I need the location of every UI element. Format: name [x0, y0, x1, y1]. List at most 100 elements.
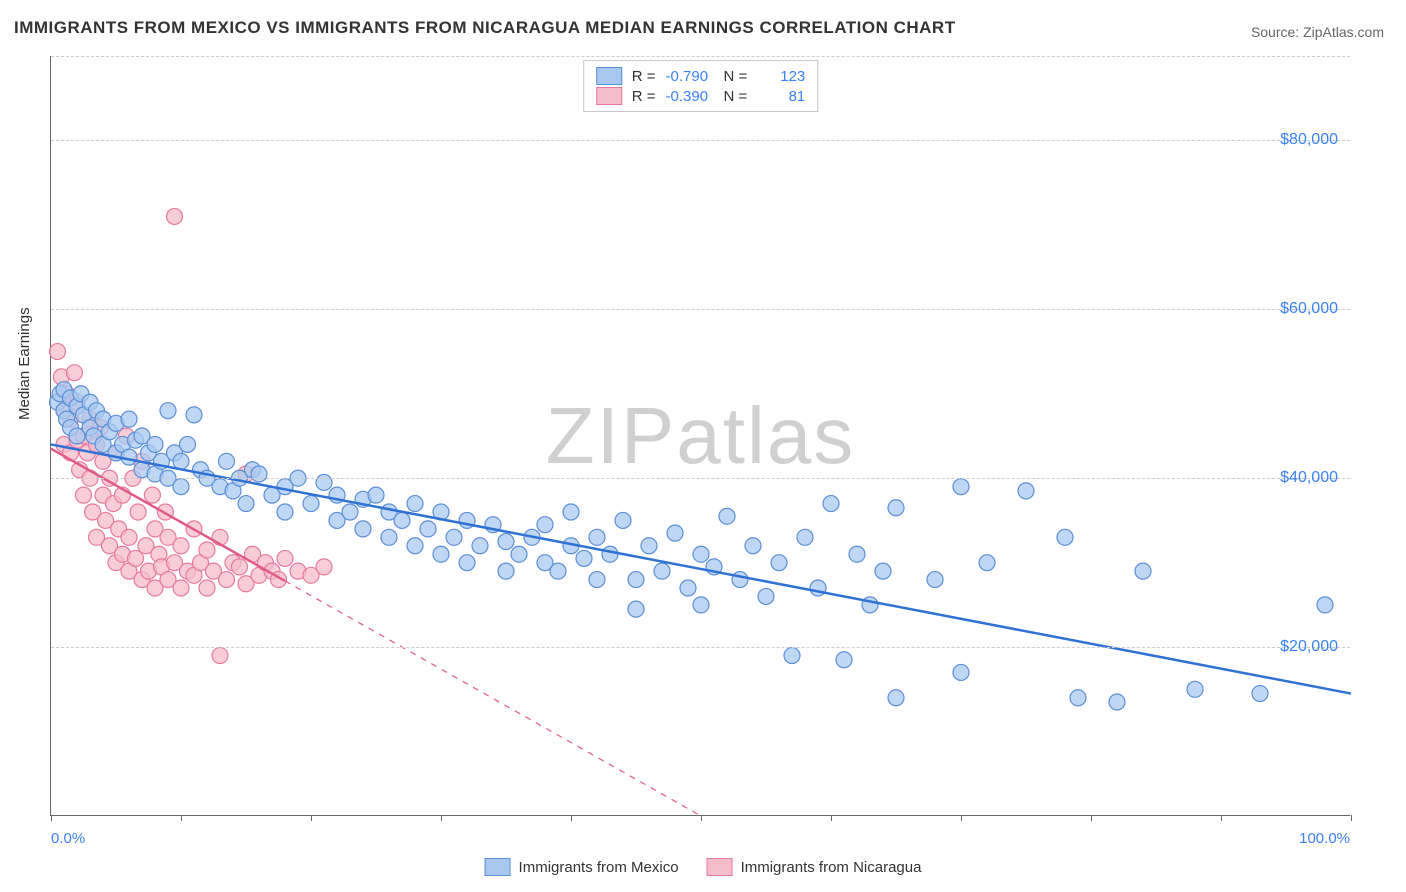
x-tick-mark	[51, 815, 52, 821]
gridline	[51, 56, 1350, 57]
scatter-point	[602, 546, 618, 562]
source-name: ZipAtlas.com	[1303, 24, 1384, 40]
scatter-point	[121, 529, 137, 545]
scatter-point	[368, 487, 384, 503]
scatter-point	[472, 538, 488, 554]
scatter-point	[173, 453, 189, 469]
x-tick-mark	[181, 815, 182, 821]
scatter-point	[446, 529, 462, 545]
scatter-point	[1109, 694, 1125, 710]
scatter-point	[628, 601, 644, 617]
scatter-point	[199, 542, 215, 558]
scatter-point	[121, 411, 137, 427]
scatter-point	[186, 407, 202, 423]
scatter-point	[173, 538, 189, 554]
scatter-point	[180, 436, 196, 452]
scatter-point	[953, 479, 969, 495]
scatter-point	[303, 496, 319, 512]
legend-item: Immigrants from Nicaragua	[707, 858, 922, 876]
scatter-point	[1135, 563, 1151, 579]
legend-swatch	[596, 87, 622, 105]
scatter-point	[407, 538, 423, 554]
scatter-point	[875, 563, 891, 579]
scatter-point	[1057, 529, 1073, 545]
stat-r-label: R =	[632, 88, 656, 105]
scatter-point	[797, 529, 813, 545]
scatter-point	[953, 664, 969, 680]
source-prefix: Source:	[1251, 24, 1303, 40]
y-tick-label: $80,000	[1280, 131, 1338, 149]
scatter-point	[238, 496, 254, 512]
scatter-point	[615, 512, 631, 528]
gridline	[51, 309, 1350, 310]
scatter-point	[550, 563, 566, 579]
scatter-point	[537, 517, 553, 533]
scatter-point	[147, 436, 163, 452]
scatter-point	[784, 648, 800, 664]
scatter-point	[199, 580, 215, 596]
scatter-point	[316, 474, 332, 490]
source-attribution: Source: ZipAtlas.com	[1251, 24, 1384, 40]
scatter-point	[888, 500, 904, 516]
x-tick-mark	[571, 815, 572, 821]
gridline	[51, 478, 1350, 479]
stat-n-label: N =	[724, 88, 748, 105]
scatter-point	[849, 546, 865, 562]
stat-r-value: -0.790	[666, 68, 714, 85]
scatter-point	[1070, 690, 1086, 706]
scatter-point	[433, 546, 449, 562]
scatter-point	[167, 208, 183, 224]
scatter-point	[173, 580, 189, 596]
legend-swatch	[485, 858, 511, 876]
scatter-point	[1018, 483, 1034, 499]
scatter-point	[511, 546, 527, 562]
scatter-point	[719, 508, 735, 524]
scatter-point	[420, 521, 436, 537]
scatter-point	[160, 403, 176, 419]
scatter-point	[758, 588, 774, 604]
scatter-point	[342, 504, 358, 520]
scatter-point	[459, 555, 475, 571]
scatter-point	[693, 597, 709, 613]
scatter-point	[212, 648, 228, 664]
scatter-point	[219, 572, 235, 588]
scatter-point	[589, 529, 605, 545]
scatter-point	[407, 496, 423, 512]
chart-svg	[51, 56, 1350, 815]
scatter-point	[394, 512, 410, 528]
scatter-point	[732, 572, 748, 588]
scatter-point	[745, 538, 761, 554]
scatter-point	[50, 344, 66, 360]
stat-n-label: N =	[724, 68, 748, 85]
y-tick-label: $20,000	[1280, 638, 1338, 656]
scatter-point	[927, 572, 943, 588]
stat-r-label: R =	[632, 68, 656, 85]
scatter-point	[277, 504, 293, 520]
scatter-point	[836, 652, 852, 668]
scatter-point	[76, 487, 92, 503]
x-tick-mark	[1091, 815, 1092, 821]
stat-r-value: -0.390	[666, 88, 714, 105]
x-tick-label: 0.0%	[51, 830, 85, 847]
legend-row: R =-0.790N =123	[596, 67, 806, 85]
scatter-point	[1252, 686, 1268, 702]
x-tick-mark	[701, 815, 702, 821]
scatter-point	[498, 563, 514, 579]
scatter-point	[316, 559, 332, 575]
gridline	[51, 140, 1350, 141]
scatter-point	[232, 559, 248, 575]
legend-row: R =-0.390N =81	[596, 87, 806, 105]
legend-item: Immigrants from Mexico	[485, 858, 679, 876]
plot-area: ZIPatlas R =-0.790N =123R =-0.390N =81 $…	[50, 56, 1350, 816]
scatter-point	[219, 453, 235, 469]
scatter-point	[277, 550, 293, 566]
scatter-point	[144, 487, 160, 503]
scatter-point	[589, 572, 605, 588]
y-tick-label: $40,000	[1280, 469, 1338, 487]
x-tick-mark	[311, 815, 312, 821]
legend-swatch	[707, 858, 733, 876]
y-tick-label: $60,000	[1280, 300, 1338, 318]
x-tick-mark	[831, 815, 832, 821]
scatter-point	[823, 496, 839, 512]
scatter-point	[1187, 681, 1203, 697]
